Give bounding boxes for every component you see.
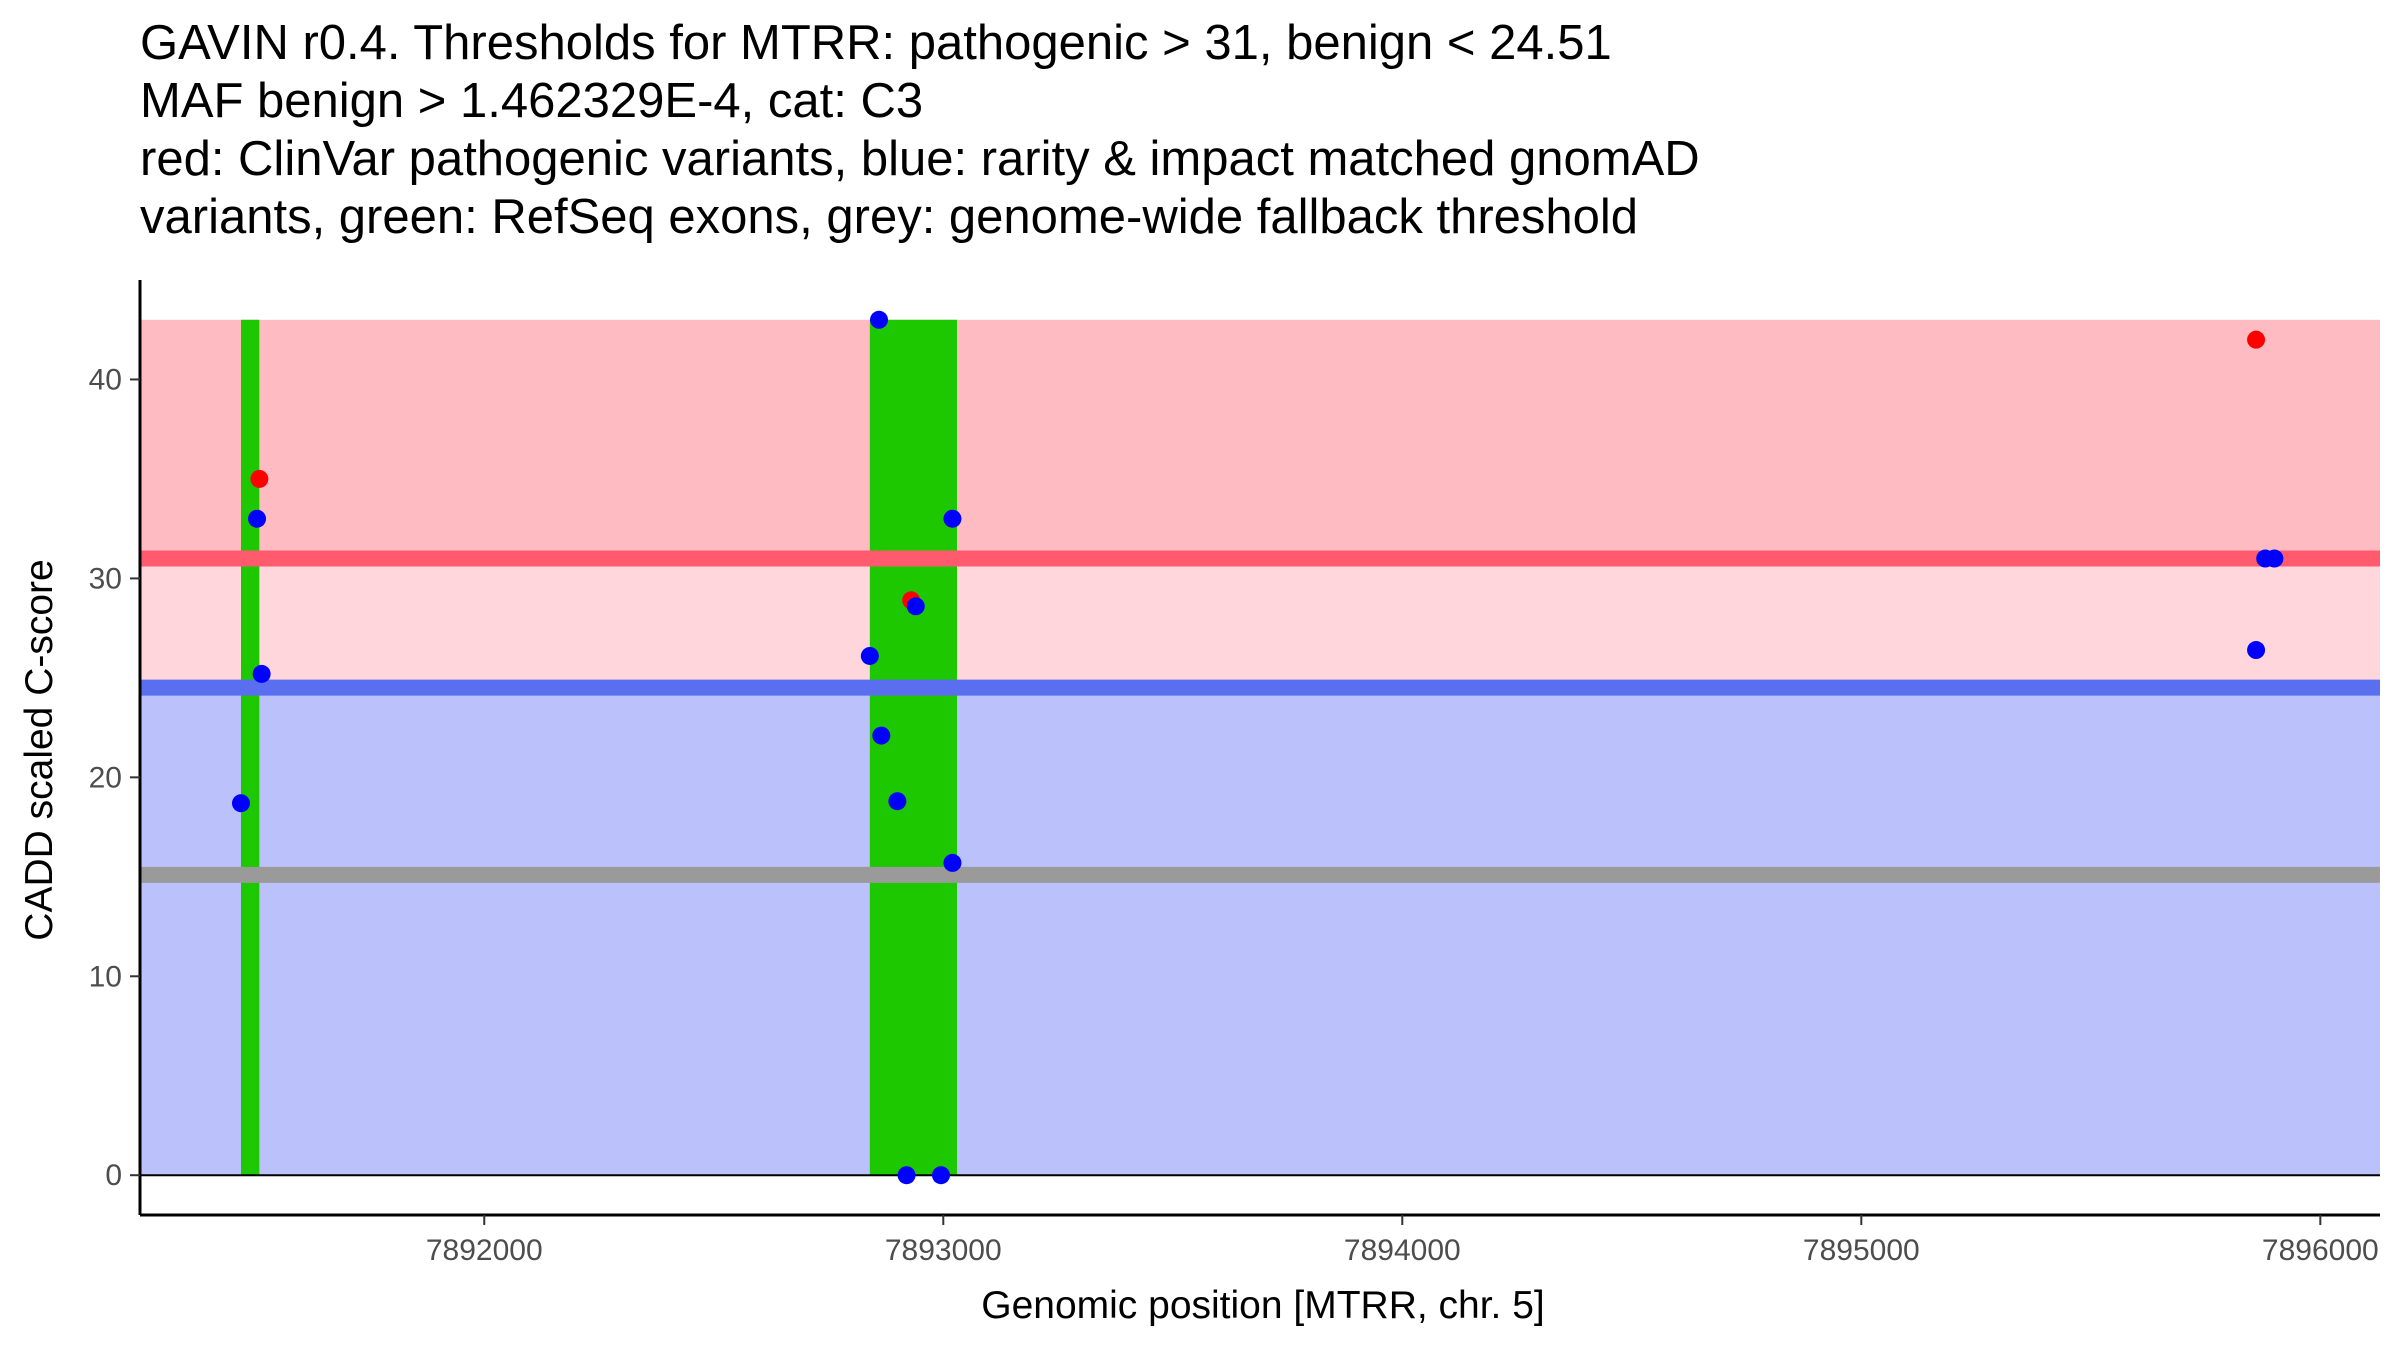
y-axis-ticks: 0 10 20 30 40 [89,363,140,1192]
exon-bar-1 [869,319,958,1176]
x-tick-label-2: 7894000 [1344,1234,1461,1267]
y-axis-title: CADD scaled C-score [18,559,61,940]
point-s0-2 [2247,330,2266,349]
chart-title: GAVIN r0.4. Thresholds for MTRR: pathoge… [140,14,2380,246]
point-s0-0 [250,469,269,488]
axes [138,280,2380,1217]
point-s1-4 [870,310,889,329]
band-2 [140,687,2380,1176]
exon-bar-0 [240,319,260,1176]
band-0 [140,319,2380,559]
y-tick-label-0: 0 [105,1159,122,1192]
x-tick-label-1: 7893000 [885,1234,1002,1267]
point-s1-1 [248,509,267,528]
threshold-bands [140,319,2380,1176]
title-line-1: GAVIN r0.4. Thresholds for MTRR: pathoge… [140,16,1612,70]
x-axis-ticks: 7892000 7893000 7894000 7895000 7896000 [426,1215,2379,1267]
point-s1-2 [252,664,271,683]
point-s1-9 [931,1166,950,1185]
x-tick-label-3: 7895000 [1803,1234,1920,1267]
point-s1-7 [897,1166,916,1185]
exon-bars [240,319,958,1176]
y-tick-label-2: 20 [89,761,122,794]
threshold-lines [140,550,2380,883]
title-line-3: red: ClinVar pathogenic variants, blue: … [140,132,1700,186]
y-tick-label-4: 40 [89,363,122,396]
y-tick-label-3: 30 [89,562,122,595]
y-tick-label-1: 10 [89,960,122,993]
point-s1-11 [943,853,962,872]
point-s1-10 [943,509,962,528]
point-s1-6 [888,792,907,811]
x-tick-label-0: 7892000 [426,1234,543,1267]
point-s1-5 [872,726,891,745]
x-tick-label-4: 7896000 [2262,1234,2379,1267]
band-1 [140,558,2380,688]
title-line-2: MAF benign > 1.462329E-4, cat: C3 [140,74,924,128]
point-s1-8 [906,597,925,616]
point-s1-3 [860,646,879,665]
point-s1-12 [2247,641,2266,660]
data-points [231,310,2284,1185]
point-s1-14 [2265,549,2284,568]
point-s1-0 [231,794,250,813]
title-line-4: variants, green: RefSeq exons, grey: gen… [140,190,1639,244]
x-axis-title: Genomic position [MTRR, chr. 5] [981,1284,1545,1327]
